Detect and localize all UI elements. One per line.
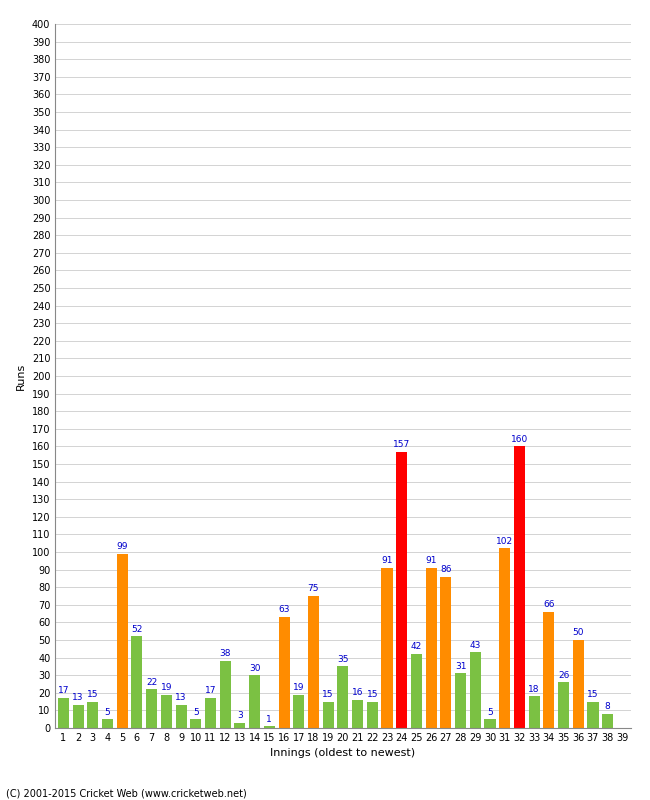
- Bar: [514, 446, 525, 728]
- Text: 63: 63: [278, 606, 290, 614]
- Text: 15: 15: [367, 690, 378, 699]
- Bar: [190, 719, 202, 728]
- Bar: [528, 696, 539, 728]
- Text: 102: 102: [496, 537, 514, 546]
- Bar: [588, 702, 599, 728]
- Text: 26: 26: [558, 670, 569, 680]
- Bar: [426, 568, 437, 728]
- Text: 15: 15: [587, 690, 599, 699]
- Y-axis label: Runs: Runs: [16, 362, 26, 390]
- Bar: [367, 702, 378, 728]
- Bar: [205, 698, 216, 728]
- Bar: [58, 698, 69, 728]
- Text: 91: 91: [425, 556, 437, 565]
- Text: 5: 5: [487, 707, 493, 717]
- Bar: [116, 554, 127, 728]
- Text: 13: 13: [72, 694, 84, 702]
- Text: 1: 1: [266, 714, 272, 724]
- Text: 18: 18: [528, 685, 540, 694]
- Bar: [484, 719, 495, 728]
- Bar: [73, 705, 84, 728]
- Text: 50: 50: [573, 628, 584, 638]
- Bar: [470, 652, 481, 728]
- Text: 42: 42: [411, 642, 422, 651]
- Text: 5: 5: [105, 707, 111, 717]
- Bar: [235, 722, 246, 728]
- Bar: [264, 726, 275, 728]
- Text: 3: 3: [237, 711, 242, 720]
- Bar: [87, 702, 98, 728]
- Text: 19: 19: [161, 683, 172, 692]
- Bar: [411, 654, 422, 728]
- Bar: [161, 694, 172, 728]
- Bar: [220, 661, 231, 728]
- Text: 52: 52: [131, 625, 142, 634]
- Bar: [382, 568, 393, 728]
- Bar: [337, 666, 348, 728]
- Bar: [308, 596, 319, 728]
- Text: 91: 91: [382, 556, 393, 565]
- Text: 16: 16: [352, 688, 363, 698]
- Text: 5: 5: [193, 707, 199, 717]
- Bar: [396, 452, 408, 728]
- Bar: [249, 675, 260, 728]
- Text: (C) 2001-2015 Cricket Web (www.cricketweb.net): (C) 2001-2015 Cricket Web (www.cricketwe…: [6, 789, 247, 798]
- Bar: [102, 719, 113, 728]
- Text: 30: 30: [249, 663, 261, 673]
- Text: 66: 66: [543, 600, 554, 610]
- X-axis label: Innings (oldest to newest): Innings (oldest to newest): [270, 749, 415, 758]
- Bar: [322, 702, 333, 728]
- Bar: [602, 714, 613, 728]
- Text: 8: 8: [604, 702, 610, 711]
- Text: 15: 15: [322, 690, 334, 699]
- Text: 17: 17: [58, 686, 69, 695]
- Bar: [499, 549, 510, 728]
- Text: 86: 86: [440, 565, 452, 574]
- Bar: [146, 690, 157, 728]
- Text: 19: 19: [293, 683, 304, 692]
- Bar: [558, 682, 569, 728]
- Bar: [293, 694, 304, 728]
- Text: 35: 35: [337, 654, 348, 664]
- Bar: [131, 637, 142, 728]
- Bar: [573, 640, 584, 728]
- Text: 99: 99: [116, 542, 128, 551]
- Text: 13: 13: [176, 694, 187, 702]
- Text: 15: 15: [87, 690, 99, 699]
- Bar: [440, 577, 451, 728]
- Bar: [455, 674, 466, 728]
- Text: 38: 38: [220, 650, 231, 658]
- Bar: [352, 700, 363, 728]
- Text: 75: 75: [307, 584, 319, 594]
- Bar: [176, 705, 187, 728]
- Text: 22: 22: [146, 678, 157, 686]
- Bar: [278, 617, 289, 728]
- Text: 43: 43: [469, 641, 481, 650]
- Text: 160: 160: [511, 434, 528, 444]
- Text: 31: 31: [455, 662, 466, 670]
- Bar: [543, 612, 554, 728]
- Text: 157: 157: [393, 440, 410, 449]
- Text: 17: 17: [205, 686, 216, 695]
